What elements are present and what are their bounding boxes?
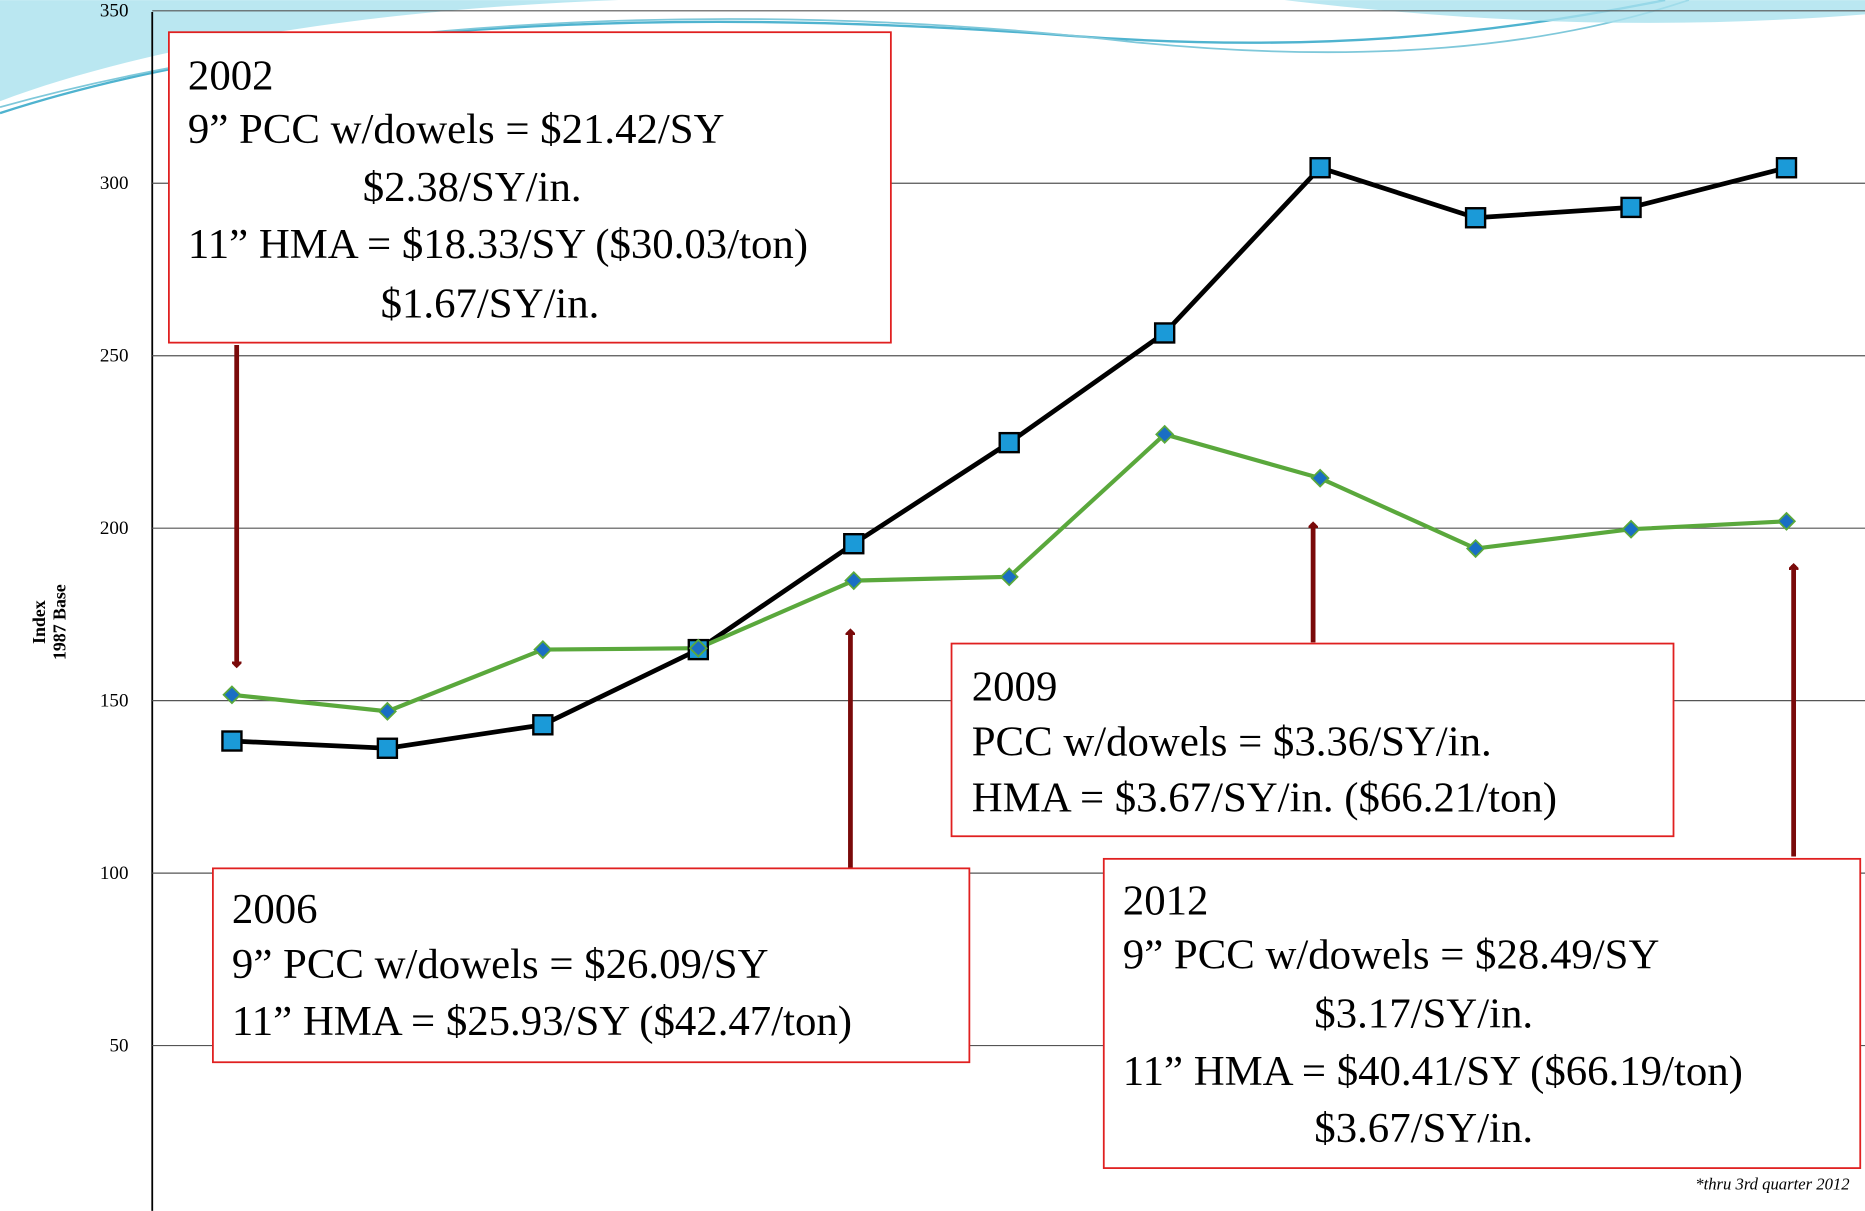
marker — [532, 714, 554, 736]
y-axis-label: Index — [29, 600, 49, 644]
marker — [222, 685, 242, 705]
annotation-text: $2.38/SY/in. — [363, 164, 582, 211]
marker — [533, 640, 553, 660]
annotation: 2006 9” PCC w/dowels = $26.09/SY 11” HMA =… — [212, 867, 971, 1064]
marker — [1776, 511, 1797, 531]
annotation-text: 9” PCC w/dowels = $28.49/SY — [1123, 931, 1660, 978]
marker — [1464, 207, 1487, 229]
annotation-text: 2006 — [232, 886, 318, 933]
y-tick-label: 50 — [109, 1036, 128, 1057]
y-tick-label: 350 — [100, 1, 129, 22]
marker — [1153, 322, 1176, 344]
annotation-box — [950, 642, 1675, 838]
annotation-box — [212, 867, 971, 1064]
marker — [998, 431, 1020, 454]
annotation: 2002 9” PCC w/dowels = $21.42/SY $2.38/SY/… — [168, 31, 892, 344]
annotation-text: $3.17/SY/in. — [1314, 991, 1533, 1038]
marker — [221, 730, 243, 752]
annotation-text: 9” PCC w/dowels = $26.09/SY — [232, 941, 769, 988]
marker — [1155, 424, 1175, 444]
y-tick-label: 150 — [100, 691, 129, 712]
marker — [1309, 157, 1331, 179]
annotation-text: $1.67/SY/in. — [381, 281, 600, 328]
annotation-box — [1102, 857, 1862, 1169]
marker — [999, 567, 1019, 587]
y-axis-label: 1987 Base — [49, 584, 69, 660]
marker — [1465, 538, 1486, 559]
annotation: 2012 9” PCC w/dowels = $28.49/SY $3.17/SY/… — [1102, 857, 1862, 1169]
annotation-text: 2012 — [1123, 878, 1209, 925]
y-tick-label: 100 — [100, 863, 129, 884]
marker — [1310, 468, 1330, 488]
annotation-text: $3.67/SY/in. — [1314, 1105, 1533, 1152]
y-tick-label: 200 — [100, 518, 129, 539]
annotation-text: PCC w/dowels = $3.36/SY/in. — [972, 718, 1492, 765]
annotation-text: 2002 — [188, 52, 274, 99]
marker — [1775, 157, 1798, 179]
annotation: 2009 PCC w/dowels = $3.36/SY/in. HMA = $3.… — [950, 642, 1675, 838]
marker — [844, 571, 864, 591]
marker — [843, 533, 865, 555]
y-tick-label: 300 — [100, 173, 129, 194]
marker — [376, 737, 399, 759]
y-tick-label: 250 — [100, 346, 129, 367]
annotation-text: 11” HMA = $40.41/SY ($66.19/ton) — [1123, 1048, 1743, 1095]
footnote: *thru 3rd quarter 2012 — [1695, 1175, 1849, 1194]
annotation-text: 11” HMA = $25.93/SY ($42.47/ton) — [232, 998, 852, 1045]
annotation-text: HMA = $3.67/SY/in. ($66.21/ton) — [972, 774, 1557, 821]
marker — [377, 701, 397, 721]
marker — [688, 638, 708, 658]
annotation-box — [168, 31, 892, 344]
annotation-text: 2009 — [972, 664, 1058, 711]
annotation-text: 9” PCC w/dowels = $21.42/SY — [188, 106, 725, 153]
annotation-text: 11” HMA = $18.33/SY ($30.03/ton) — [188, 221, 808, 268]
marker — [1620, 196, 1642, 219]
marker — [1621, 519, 1641, 539]
